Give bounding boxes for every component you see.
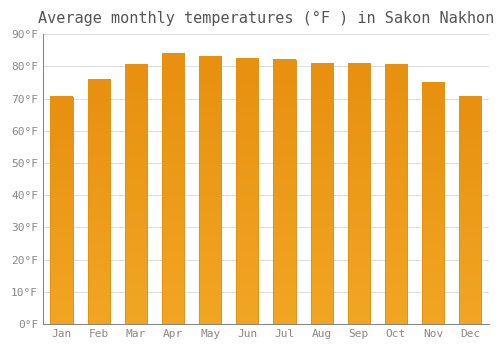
Bar: [124, 65, 147, 324]
Bar: [88, 79, 110, 324]
Bar: [310, 63, 333, 324]
Bar: [50, 97, 72, 324]
Bar: [199, 57, 222, 324]
Bar: [422, 83, 444, 324]
Bar: [162, 54, 184, 324]
Bar: [274, 60, 295, 324]
Title: Average monthly temperatures (°F ) in Sakon Nakhon: Average monthly temperatures (°F ) in Sa…: [38, 11, 494, 26]
Bar: [348, 63, 370, 324]
Bar: [385, 65, 407, 324]
Bar: [236, 58, 258, 324]
Bar: [459, 97, 481, 324]
